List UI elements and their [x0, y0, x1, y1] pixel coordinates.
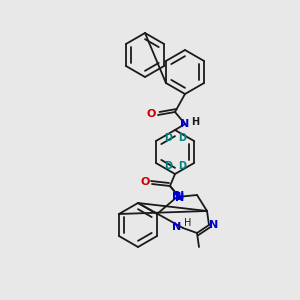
Text: N: N [172, 222, 182, 232]
Text: N: N [172, 192, 182, 202]
Text: H: H [184, 218, 192, 228]
Text: D: D [164, 161, 172, 171]
Text: H: H [191, 117, 199, 127]
Text: N: N [176, 191, 184, 201]
Text: D: D [178, 161, 186, 171]
Text: D: D [178, 133, 186, 143]
Text: O: O [146, 109, 156, 119]
Text: O: O [140, 177, 150, 187]
Text: N: N [209, 220, 219, 230]
Text: D: D [164, 133, 172, 143]
Text: N: N [176, 193, 184, 203]
Text: N: N [180, 119, 190, 129]
